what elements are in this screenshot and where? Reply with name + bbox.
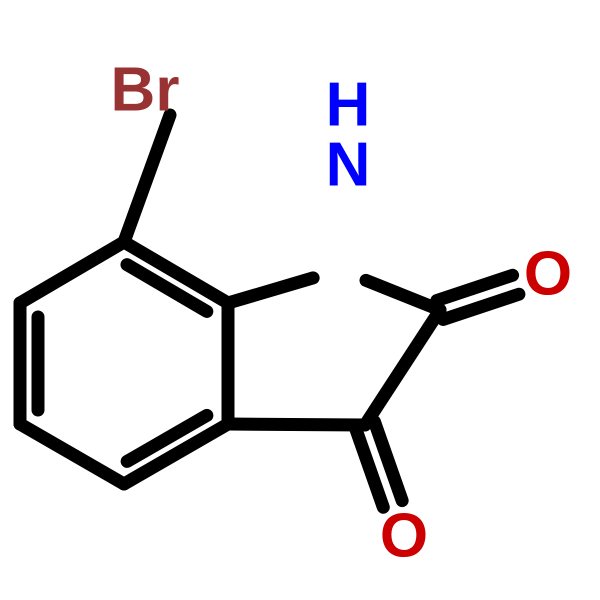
bond [20,424,124,484]
atom-n: N [326,131,371,200]
atom-br: Br [111,56,180,125]
bond [20,242,124,303]
atom-o1: O [524,240,572,309]
bond [124,115,170,242]
molecule-diagram: Br NH O O [0,0,600,600]
bond [366,280,440,310]
bond [228,424,365,425]
atom-o2: O [380,502,428,571]
bond [365,310,440,425]
bond [228,278,313,303]
atom-h: H [326,71,371,140]
